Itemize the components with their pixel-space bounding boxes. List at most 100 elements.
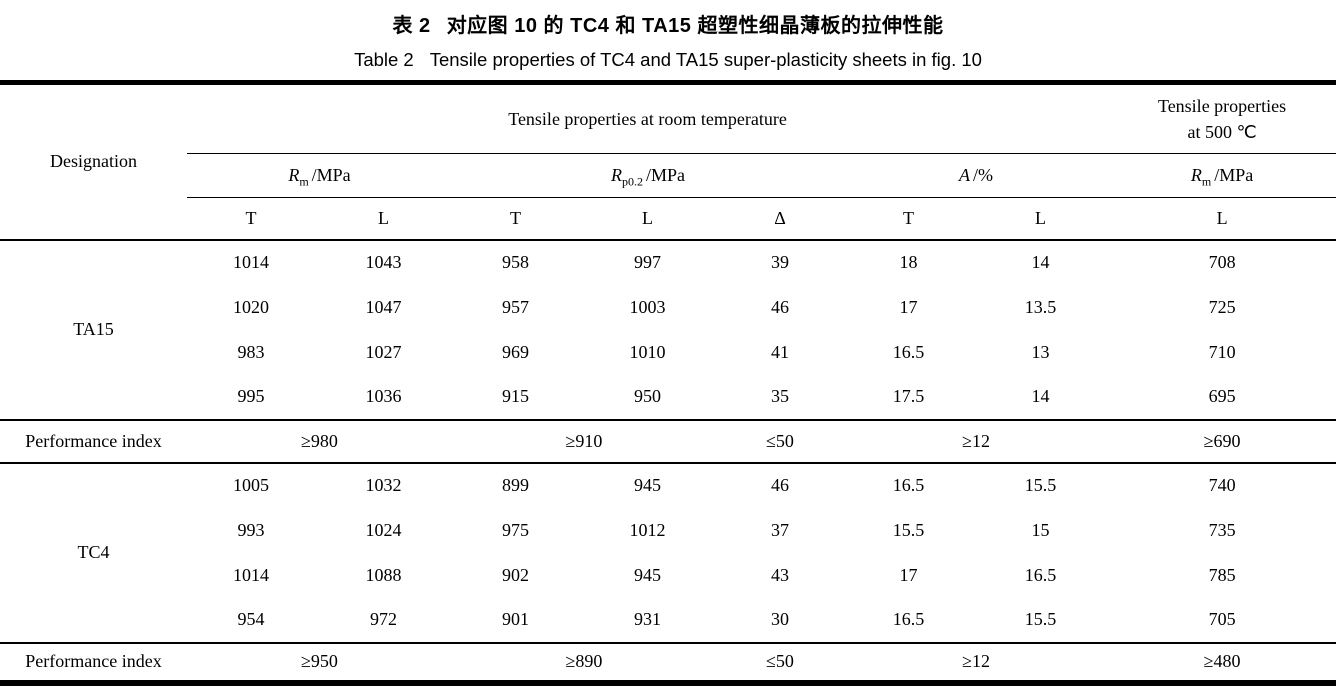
data-cell: 13.5 xyxy=(1024,296,1057,317)
data-cell: 735 xyxy=(1208,519,1236,540)
data-cell: 1014 xyxy=(233,564,269,585)
data-cell: 958 xyxy=(502,252,529,272)
rm500-subscript: m xyxy=(1201,174,1212,189)
data-cell: 30 xyxy=(716,597,844,644)
data-cell: 901 xyxy=(452,597,579,644)
subcol-header-rm-l: L xyxy=(315,197,452,241)
data-cell: 16.5 xyxy=(844,597,973,644)
rm-unit: /MPa xyxy=(311,165,351,185)
data-cell: 899 xyxy=(502,475,529,495)
header-500c-line2: at 500 ℃ xyxy=(1187,122,1257,142)
header-rp02: Rp0.2/MPa xyxy=(452,153,844,198)
data-cell: 708 xyxy=(1208,252,1236,272)
data-cell: 993 xyxy=(237,519,265,540)
data-cell: 945 xyxy=(634,564,661,585)
performance-rm500: ≥480 xyxy=(1203,651,1241,671)
table-row-tc4-2: 993 1024 975 1012 37 15.5 15 735 xyxy=(0,508,1336,553)
data-cell: 740 xyxy=(1208,475,1236,495)
rm500-symbol: R xyxy=(1190,165,1202,185)
rp02-symbol: R xyxy=(610,165,622,185)
table-row-ta15-3: 983 1027 969 1010 41 16.5 13 710 xyxy=(0,330,1336,375)
subcol-header-a-t: T xyxy=(844,197,973,241)
rm500-unit: /MPa xyxy=(1214,165,1254,185)
rm-subscript: m xyxy=(299,174,309,189)
subcol-header-rp02-l: L xyxy=(579,197,716,241)
data-cell: 1012 xyxy=(629,519,666,540)
data-cell: 1032 xyxy=(365,475,402,495)
table-number-en: Table 2 xyxy=(354,49,414,70)
data-cell: 39 xyxy=(771,252,789,272)
data-cell: 14 xyxy=(973,374,1109,421)
subcol-header-a-l: L xyxy=(973,197,1109,241)
subcol-header-rp02-t: T xyxy=(452,197,579,241)
data-cell: 16.5 xyxy=(1024,564,1057,585)
data-cell: 983 xyxy=(237,341,265,362)
data-cell: 37 xyxy=(771,519,789,540)
a-symbol: A xyxy=(959,165,971,185)
performance-index-row-tc4: Performance index ≥950 ≥890 ≤50 ≥12 ≥480 xyxy=(0,643,1336,683)
data-cell: 1047 xyxy=(365,296,402,317)
data-cell: 975 xyxy=(502,519,529,540)
data-cell: 902 xyxy=(502,564,529,585)
data-cell: 35 xyxy=(716,374,844,421)
performance-a: ≥12 xyxy=(844,419,1109,464)
table-number-zh: 表 2 xyxy=(392,15,431,37)
data-cell: 1027 xyxy=(365,341,402,362)
data-cell: 1005 xyxy=(233,475,269,495)
data-cell: 17.5 xyxy=(844,374,973,421)
data-cell: 954 xyxy=(187,597,315,644)
data-cell: 1020 xyxy=(233,296,269,317)
data-cell: 15.5 xyxy=(1024,475,1057,495)
rm-symbol: R xyxy=(288,165,300,185)
header-rm: Rm/MPa xyxy=(187,153,452,198)
performance-index-row-ta15: Performance index ≥980 ≥910 ≤50 ≥12 ≥690 xyxy=(0,419,1336,464)
data-cell: 995 xyxy=(187,374,315,421)
table-row-ta15-1: TA15 1014 1043 958 997 39 18 14 708 xyxy=(0,239,1336,421)
data-cell: 915 xyxy=(452,374,579,421)
data-cell: 18 xyxy=(899,252,918,272)
header-row-measures: Rm/MPa Rp0.2/MPa A/% Rm/MPa xyxy=(0,153,1336,198)
performance-rp02: ≥890 xyxy=(565,651,603,671)
data-cell: 785 xyxy=(1208,564,1236,585)
data-cell: 957 xyxy=(502,296,529,317)
header-500c-group: Tensile properties at 500 ℃ xyxy=(1108,82,1336,154)
data-cell: 710 xyxy=(1208,341,1236,362)
subcol-header-rm-t: T xyxy=(187,197,315,241)
data-cell: 46 xyxy=(771,475,789,495)
designation-tc4: TC4 xyxy=(0,462,187,644)
data-cell: 1024 xyxy=(365,519,402,540)
table-row-ta15-2: 1020 1047 957 1003 46 17 13.5 725 xyxy=(0,285,1336,330)
performance-rm: ≥980 xyxy=(187,419,452,464)
data-cell: 15.5 xyxy=(973,597,1109,644)
performance-index-label: Performance index xyxy=(25,651,162,671)
table-title-en-text: Tensile properties of TC4 and TA15 super… xyxy=(429,49,982,70)
data-cell: 945 xyxy=(634,475,661,495)
performance-rm500: ≥690 xyxy=(1108,419,1336,464)
header-designation: Designation xyxy=(0,82,187,241)
table-title-zh: 表 2 对应图 10 的 TC4 和 TA15 超塑性细晶薄板的拉伸性能 xyxy=(0,0,1336,38)
data-cell: 695 xyxy=(1108,374,1336,421)
rp02-subscript: p0.2 xyxy=(621,174,643,189)
data-cell: 15.5 xyxy=(892,519,925,540)
tensile-properties-table: Designation Tensile properties at room t… xyxy=(0,80,1336,686)
data-cell: 1088 xyxy=(365,564,402,585)
subcol-header-delta: Δ xyxy=(716,197,844,241)
data-cell: 15 xyxy=(1031,519,1050,540)
header-room-temp-group: Tensile properties at room temperature xyxy=(187,82,1109,154)
data-cell: 1010 xyxy=(629,341,666,362)
data-cell: 950 xyxy=(579,374,716,421)
performance-delta: ≤50 xyxy=(716,419,844,464)
performance-rm: ≥950 xyxy=(301,651,338,671)
header-500c-line1: Tensile properties xyxy=(1157,95,1287,116)
data-cell: 969 xyxy=(502,341,529,362)
data-cell: 1003 xyxy=(629,296,666,317)
performance-index-label: Performance index xyxy=(0,419,187,464)
table-row-tc4-1: TC4 1005 1032 899 945 46 16.5 15.5 740 xyxy=(0,462,1336,644)
data-cell: 972 xyxy=(315,597,452,644)
table-title-en: Table 2 Tensile properties of TC4 and TA1… xyxy=(0,49,1336,71)
header-rm-500: Rm/MPa xyxy=(1108,153,1336,198)
data-cell: 14 xyxy=(1031,252,1050,272)
data-cell: 997 xyxy=(634,252,661,272)
data-cell: 1036 xyxy=(315,374,452,421)
